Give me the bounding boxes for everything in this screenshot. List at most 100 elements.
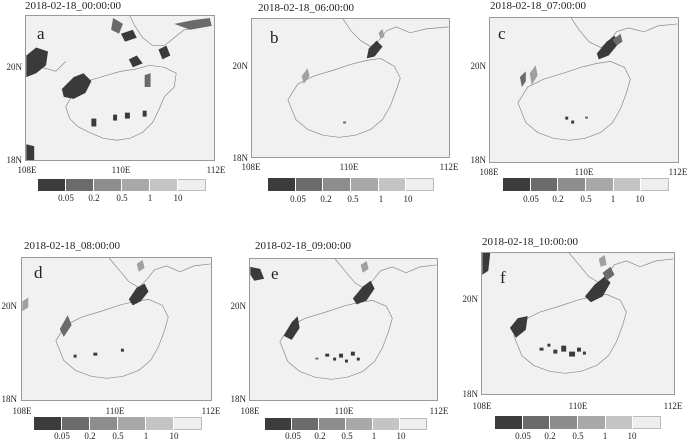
colorbar-tick: 0.5: [112, 431, 124, 441]
colorbar-swatch: [495, 416, 523, 429]
panel-title: 2018-02-18_09:00:00: [255, 240, 351, 252]
panel-label: c: [498, 24, 506, 43]
lon-label: 112E: [439, 162, 459, 172]
lon-label: 112E: [201, 406, 221, 416]
colorbar-tick: 0.2: [544, 431, 556, 441]
colorbar-swatch: [150, 179, 178, 191]
colorbar-swatch: [323, 178, 352, 191]
map-area: [481, 252, 675, 395]
colorbar-swatch: [319, 418, 346, 430]
lon-label: 110E: [334, 406, 354, 416]
lon-label: 108E: [241, 162, 261, 172]
map-area: [251, 18, 450, 158]
lon-label: 110E: [339, 162, 359, 172]
map-drawing: [250, 259, 437, 380]
colorbar-tick: 0.5: [116, 193, 128, 203]
panel-title: 2018-02-18_06:00:00: [258, 2, 354, 14]
lat-label: 18N: [6, 155, 23, 165]
lon-label: 108E: [17, 165, 37, 175]
panel-title: 2018-02-18_00:00:00: [25, 0, 121, 12]
map-drawing: [22, 258, 211, 379]
colorbar-tick: 10: [169, 431, 179, 441]
map-area: [21, 257, 212, 401]
colorbar-tick: 0.2: [314, 431, 326, 441]
colorbar: [268, 178, 435, 191]
lon-label: 112E: [206, 165, 226, 175]
colorbar-tick: 10: [396, 431, 406, 441]
colorbar-tick: 0.5: [341, 431, 353, 441]
colorbar-swatch: [265, 418, 292, 430]
lon-label: 108E: [472, 401, 492, 411]
lon-label: 112E: [429, 406, 449, 416]
colorbar-tick: 0.05: [523, 194, 539, 204]
colorbar: [495, 416, 662, 429]
panel-title: 2018-02-18_07:00:00: [490, 0, 586, 12]
colorbar-tick: 0.05: [58, 193, 74, 203]
colorbar-tick: 1: [378, 194, 384, 204]
panel-label: f: [500, 268, 506, 287]
lon-label: 110E: [574, 167, 594, 177]
panel-label: a: [37, 24, 45, 43]
colorbar-tick: 0.2: [552, 194, 564, 204]
colorbar-swatch: [268, 178, 296, 191]
colorbar-tick: 0.05: [54, 431, 70, 441]
lon-label: 108E: [240, 406, 260, 416]
colorbar-tick: 10: [635, 194, 645, 204]
colorbar-tick: 1: [602, 431, 608, 441]
panel-label: b: [270, 28, 279, 47]
lat-label: 18N: [470, 155, 487, 165]
colorbar-swatch: [178, 179, 206, 191]
lat-label: 20N: [6, 62, 23, 72]
lon-label: 110E: [111, 165, 131, 175]
colorbar-swatch: [633, 416, 662, 429]
colorbar-tick: 10: [403, 194, 413, 204]
colorbar-tick: 0.2: [84, 431, 96, 441]
lon-label: 108E: [479, 167, 499, 177]
colorbar-swatch: [351, 178, 379, 191]
colorbar-swatch: [38, 179, 66, 191]
panel-title: 2018-02-18_10:00:00: [482, 236, 578, 248]
colorbar-tick: 0.2: [88, 193, 100, 203]
colorbar-swatch: [373, 418, 400, 430]
colorbar-swatch: [503, 178, 531, 191]
colorbar-tick: 10: [627, 431, 637, 441]
lat-label: 20N: [232, 61, 249, 71]
lat-label: 20N: [470, 61, 487, 71]
map-drawing: [482, 253, 674, 374]
colorbar-tick: 1: [610, 194, 616, 204]
colorbar-swatch: [122, 179, 150, 191]
colorbar-swatch: [118, 417, 146, 430]
colorbar: [265, 418, 427, 430]
hainan-coastline: [65, 64, 177, 141]
colorbar-tick: 1: [147, 193, 153, 203]
colorbar-swatch: [90, 417, 118, 430]
lon-label: 112E: [663, 401, 683, 411]
colorbar-swatch: [605, 416, 634, 429]
colorbar-tick: 0.5: [580, 194, 592, 204]
colorbar: [38, 179, 206, 191]
colorbar-tick: 0.5: [572, 431, 584, 441]
colorbar-swatch: [400, 418, 427, 430]
lat-label: 20N: [1, 301, 18, 311]
map-area: [489, 17, 679, 163]
map-drawing: [287, 19, 449, 138]
lat-label: 20N: [462, 294, 479, 304]
colorbar-swatch: [578, 416, 606, 429]
colorbar-swatch: [146, 417, 174, 430]
colorbar-tick: 1: [371, 431, 377, 441]
colorbar-swatch: [550, 416, 579, 429]
colorbar-swatch: [558, 178, 587, 191]
colorbar-swatch: [378, 178, 407, 191]
colorbar: [34, 417, 202, 430]
lon-label: 108E: [12, 406, 32, 416]
colorbar: [503, 178, 670, 191]
lon-label: 110E: [568, 401, 588, 411]
lon-label: 112E: [668, 167, 688, 177]
lat-label: 20N: [230, 301, 247, 311]
panel-label: e: [271, 264, 279, 283]
colorbar-swatch: [292, 418, 319, 430]
colorbar-swatch: [346, 418, 373, 430]
map-drawing: [26, 16, 212, 160]
colorbar-swatch: [522, 416, 551, 429]
colorbar-swatch: [66, 179, 94, 191]
